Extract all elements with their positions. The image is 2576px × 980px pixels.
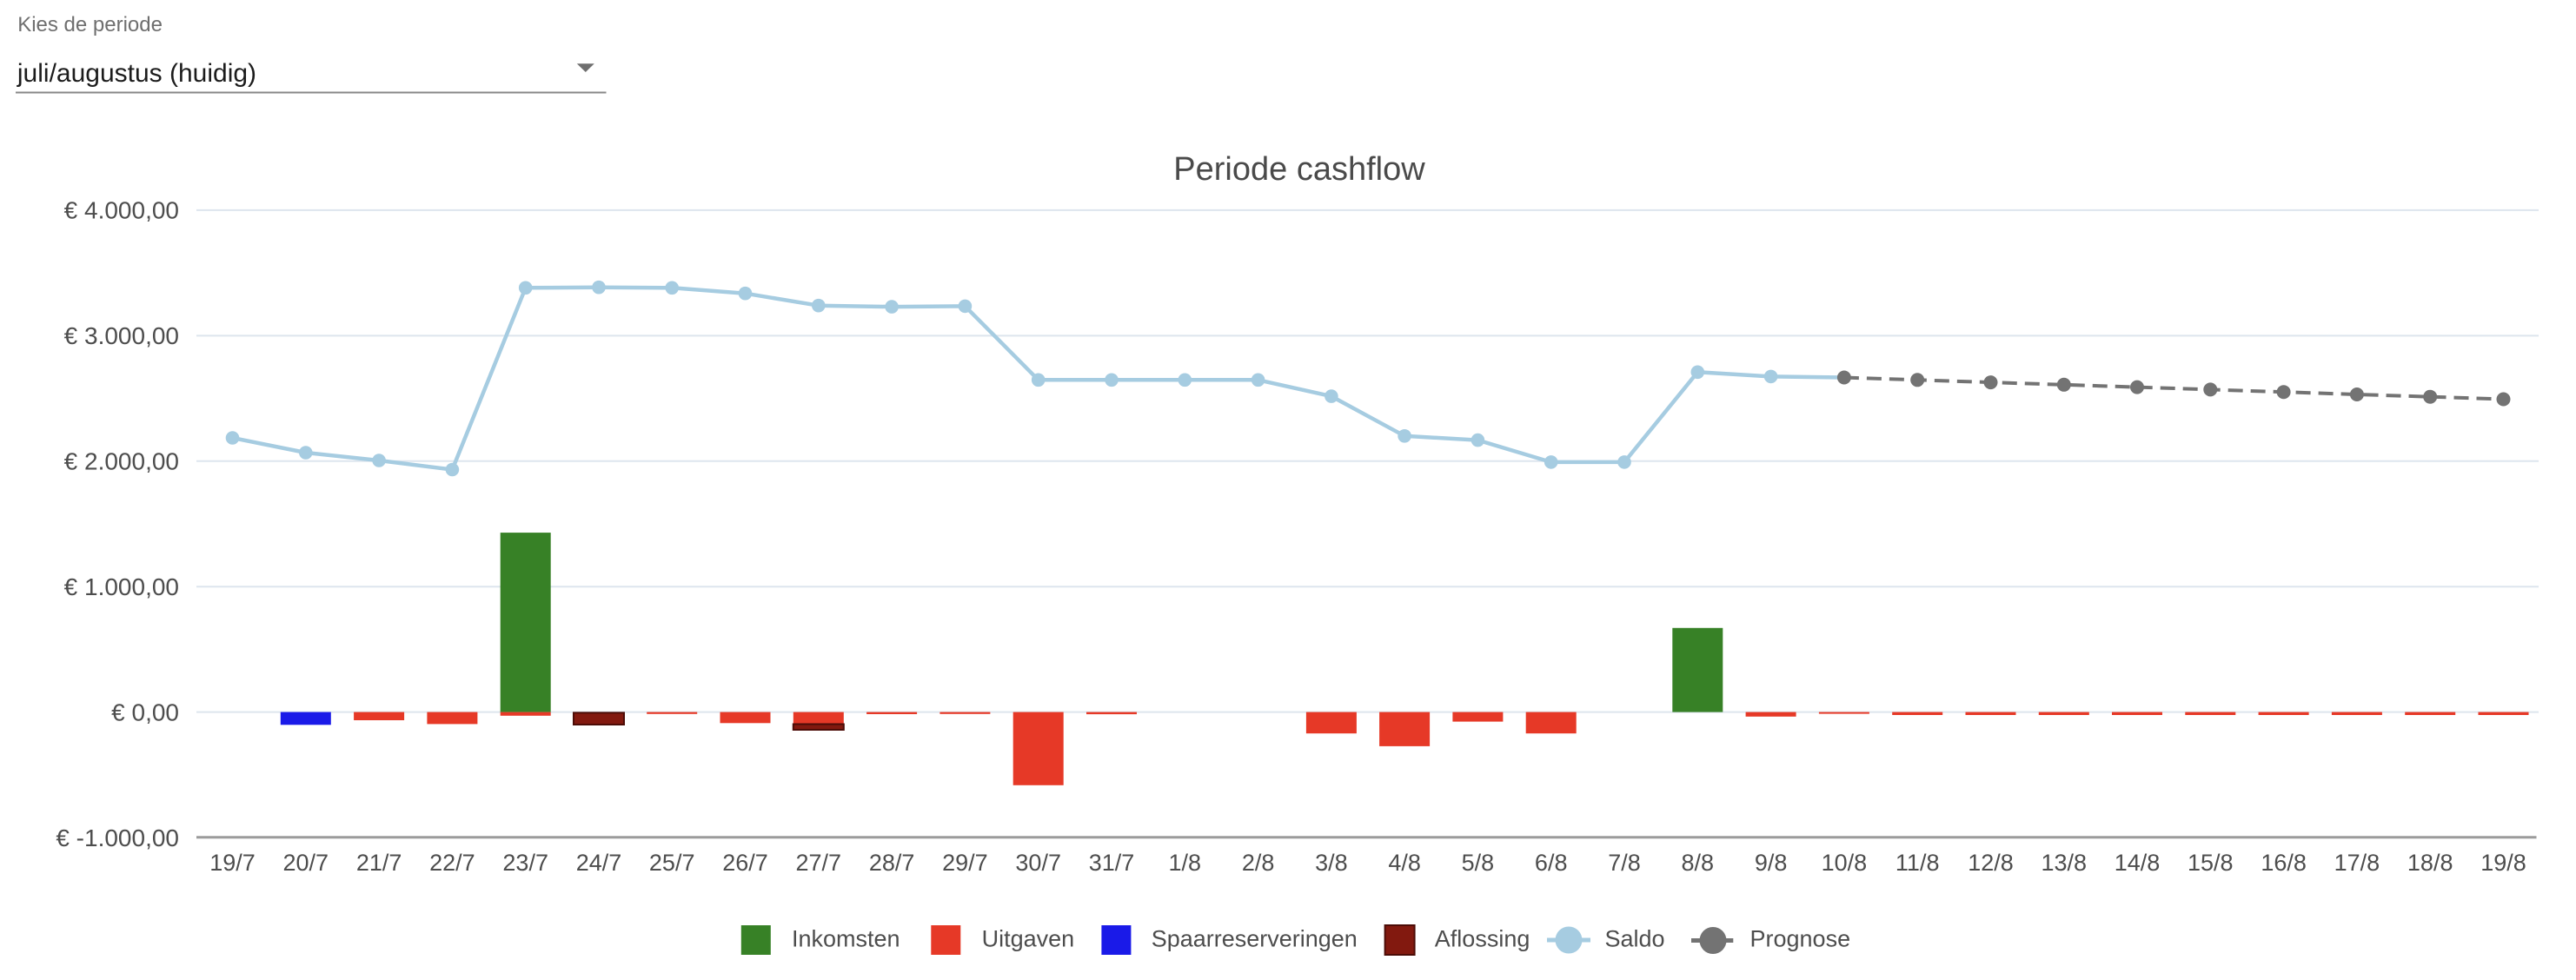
svg-text:4/8: 4/8	[1388, 850, 1421, 876]
svg-text:16/8: 16/8	[2261, 850, 2307, 876]
svg-text:juli/augustus (huidig): juli/augustus (huidig)	[17, 59, 256, 88]
svg-text:Aflossing: Aflossing	[1435, 926, 1530, 952]
svg-text:26/7: 26/7	[722, 850, 768, 876]
svg-text:Saldo: Saldo	[1605, 926, 1665, 952]
svg-text:12/8: 12/8	[1968, 850, 2014, 876]
svg-text:€ 4.000,00: € 4.000,00	[64, 197, 179, 224]
svg-text:3/8: 3/8	[1315, 850, 1348, 876]
svg-text:€ 3.000,00: € 3.000,00	[64, 322, 179, 349]
svg-text:10/8: 10/8	[1822, 850, 1868, 876]
svg-text:15/8: 15/8	[2188, 850, 2234, 876]
svg-text:Prognose: Prognose	[1750, 926, 1851, 952]
svg-text:1/8: 1/8	[1169, 850, 1202, 876]
svg-text:19/7: 19/7	[209, 850, 256, 876]
svg-text:6/8: 6/8	[1535, 850, 1568, 876]
svg-text:13/8: 13/8	[2042, 850, 2088, 876]
svg-text:14/8: 14/8	[2115, 850, 2161, 876]
svg-text:18/8: 18/8	[2407, 850, 2453, 876]
svg-text:21/7: 21/7	[356, 850, 402, 876]
svg-text:27/7: 27/7	[796, 850, 842, 876]
svg-text:€ -1.000,00: € -1.000,00	[56, 824, 179, 851]
svg-text:31/7: 31/7	[1089, 850, 1135, 876]
svg-text:7/8: 7/8	[1608, 850, 1641, 876]
svg-text:€ 0,00: € 0,00	[111, 699, 179, 725]
svg-text:28/7: 28/7	[869, 850, 915, 876]
svg-text:11/8: 11/8	[1895, 850, 1940, 876]
svg-text:5/8: 5/8	[1462, 850, 1495, 876]
svg-text:29/7: 29/7	[942, 850, 988, 876]
svg-text:30/7: 30/7	[1015, 850, 1061, 876]
svg-text:20/7: 20/7	[283, 850, 329, 876]
svg-text:17/8: 17/8	[2334, 850, 2380, 876]
svg-text:22/7: 22/7	[429, 850, 475, 876]
svg-text:19/8: 19/8	[2480, 850, 2526, 876]
svg-text:Spaarreserveringen: Spaarreserveringen	[1152, 926, 1358, 952]
svg-text:Periode cashflow: Periode cashflow	[1173, 151, 1425, 188]
svg-text:Kies de periode: Kies de periode	[17, 13, 163, 36]
svg-text:9/8: 9/8	[1755, 850, 1788, 876]
svg-text:25/7: 25/7	[649, 850, 695, 876]
svg-text:€ 2.000,00: € 2.000,00	[64, 448, 179, 475]
svg-text:Inkomsten: Inkomsten	[792, 926, 900, 952]
svg-text:23/7: 23/7	[502, 850, 548, 876]
svg-text:2/8: 2/8	[1242, 850, 1275, 876]
svg-text:24/7: 24/7	[576, 850, 622, 876]
svg-text:Uitgaven: Uitgaven	[982, 926, 1075, 952]
svg-text:8/8: 8/8	[1682, 850, 1715, 876]
svg-text:€ 1.000,00: € 1.000,00	[64, 573, 179, 600]
